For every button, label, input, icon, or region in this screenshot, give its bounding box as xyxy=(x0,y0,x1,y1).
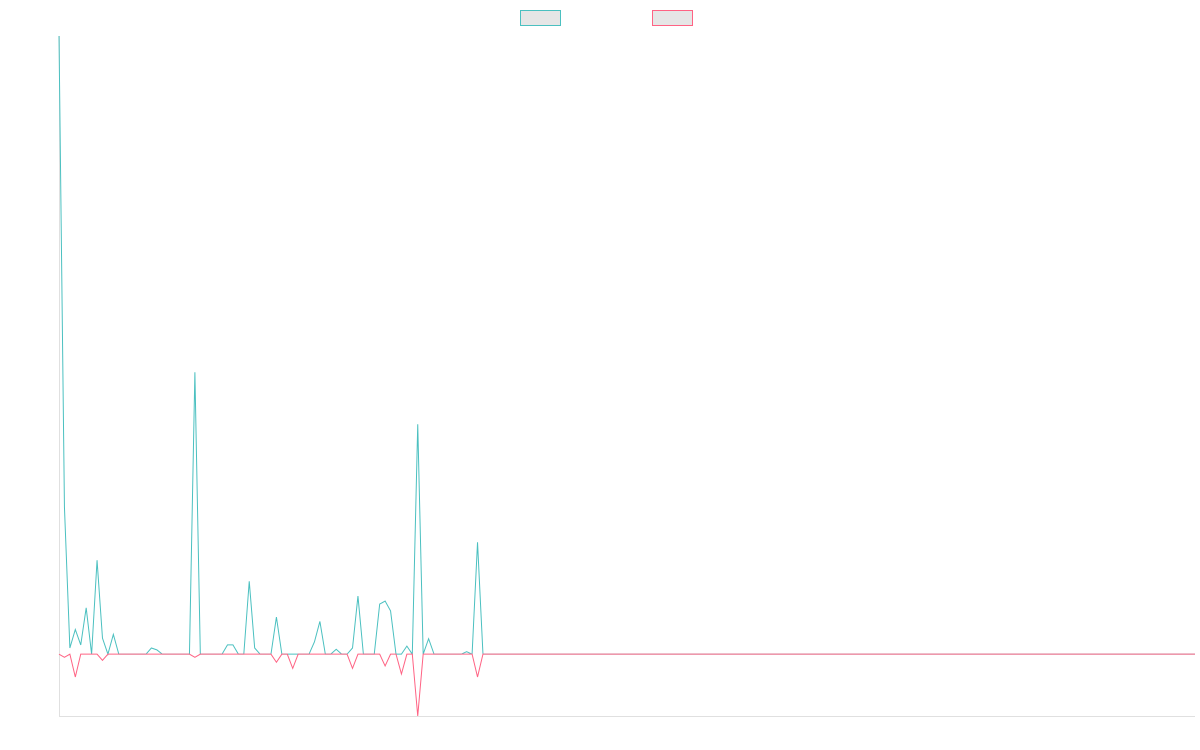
legend-swatch[interactable] xyxy=(520,10,561,26)
data-line xyxy=(58,653,1195,717)
legend-swatch[interactable] xyxy=(652,10,693,26)
data-line xyxy=(58,35,1195,656)
